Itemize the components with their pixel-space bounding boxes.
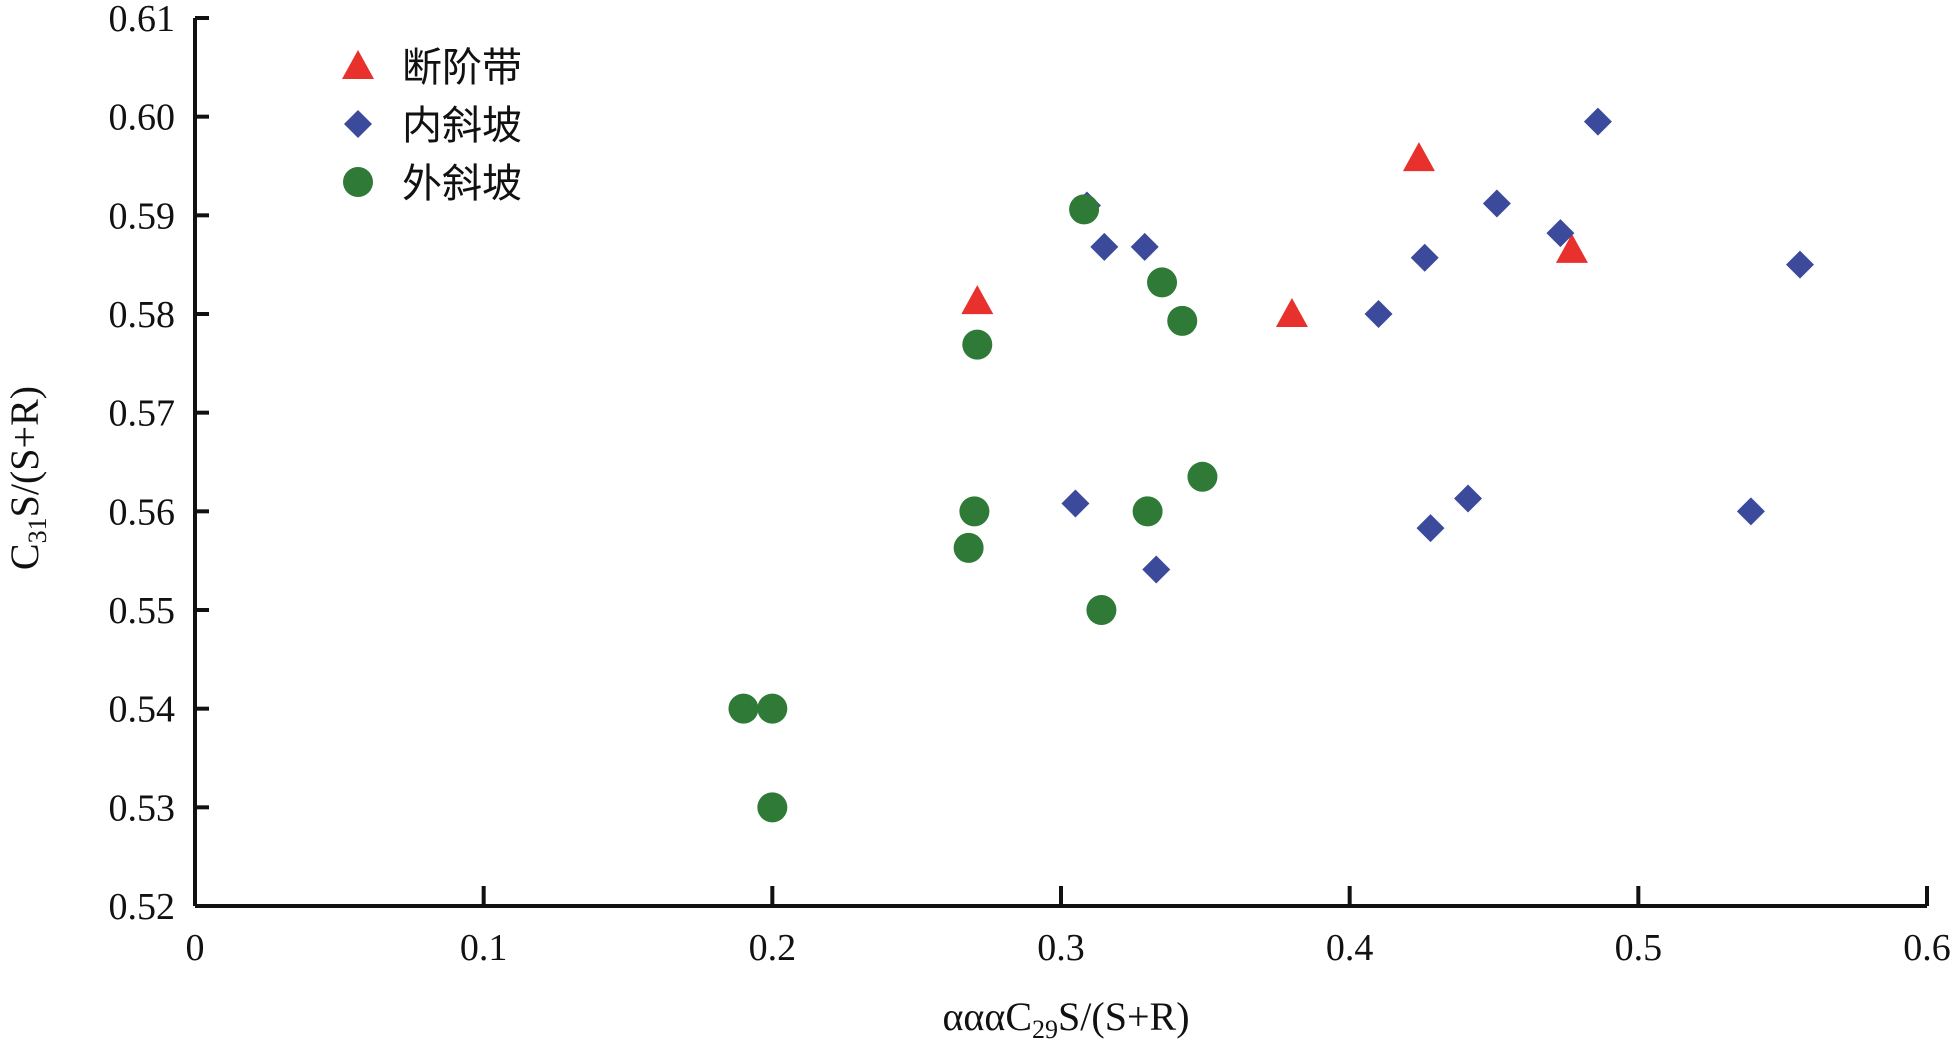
- axes: [193, 18, 1929, 908]
- y-axis-title: C31S/(S+R): [2, 386, 52, 570]
- data-point-diamond: [1364, 300, 1393, 328]
- x-tick-label: 0.6: [1903, 927, 1951, 969]
- x-tick-label: 0: [186, 927, 205, 969]
- data-point-circle: [959, 496, 990, 527]
- y-tick-label: 0.54: [109, 689, 176, 731]
- data-point-triangle: [1402, 142, 1435, 172]
- data-point-circle: [1167, 305, 1198, 336]
- data-point-diamond: [1583, 107, 1612, 136]
- data-point-diamond: [1546, 219, 1575, 248]
- legend-label: 断阶带: [402, 45, 522, 91]
- data-point-circle: [1086, 595, 1117, 625]
- y-tick-label: 0.60: [109, 97, 176, 139]
- series-triangle: [961, 142, 1588, 327]
- legend-label: 内斜坡: [402, 103, 522, 149]
- data-point-circle: [757, 693, 788, 724]
- x-tick-label: 0.3: [1037, 927, 1085, 969]
- legend-item: 外斜坡: [343, 161, 522, 207]
- x-tick-label: 0.1: [460, 927, 508, 969]
- data-point-triangle: [1555, 233, 1588, 263]
- x-tick-label: 0.5: [1615, 927, 1663, 969]
- data-point-circle: [953, 532, 984, 563]
- data-point-diamond: [1736, 497, 1765, 526]
- data-point-diamond: [1090, 232, 1119, 261]
- y-tick-label: 0.52: [109, 886, 176, 928]
- y-tick-label: 0.58: [109, 294, 176, 336]
- legend-item: 内斜坡: [344, 103, 522, 149]
- legend-marker-triangle: [342, 50, 374, 79]
- data-point-diamond: [1410, 243, 1439, 272]
- data-point-diamond: [1061, 489, 1090, 518]
- data-point-diamond: [1142, 555, 1171, 584]
- data-point-circle: [1132, 496, 1163, 527]
- ticks: 0.520.530.540.550.560.570.580.590.600.61…: [109, 0, 1951, 969]
- data-point-diamond: [1785, 250, 1814, 279]
- x-tick-label: 0.4: [1326, 927, 1374, 969]
- data-point-diamond: [1482, 189, 1511, 218]
- series-diamond: [1061, 107, 1814, 584]
- data-point-triangle: [1275, 298, 1308, 327]
- legend-marker-circle: [343, 167, 373, 197]
- y-tick-label: 0.53: [109, 787, 176, 829]
- data-point-circle: [962, 329, 993, 360]
- y-tick-label: 0.59: [109, 195, 176, 237]
- data-point-circle: [1147, 267, 1178, 298]
- series-circle: [728, 194, 1218, 823]
- data-point-diamond: [1454, 484, 1483, 513]
- y-tick-label: 0.56: [109, 491, 176, 533]
- data-point-diamond: [1416, 514, 1445, 543]
- x-tick-label: 0.2: [749, 927, 797, 969]
- y-tick-label: 0.61: [109, 0, 176, 40]
- data-point-circle: [757, 792, 788, 823]
- data-points: [728, 107, 1814, 823]
- data-point-circle: [1187, 461, 1218, 492]
- data-point-circle: [1069, 194, 1100, 225]
- data-point-triangle: [961, 285, 994, 315]
- data-point-circle: [728, 693, 759, 724]
- legend-item: 断阶带: [342, 45, 522, 91]
- y-tick-label: 0.55: [109, 590, 176, 632]
- legend-label: 外斜坡: [402, 161, 522, 207]
- y-tick-label: 0.57: [109, 393, 176, 435]
- legend-marker-diamond: [344, 110, 372, 138]
- data-point-diamond: [1130, 232, 1159, 261]
- x-axis-title: αααC29S/(S+R): [942, 994, 1189, 1041]
